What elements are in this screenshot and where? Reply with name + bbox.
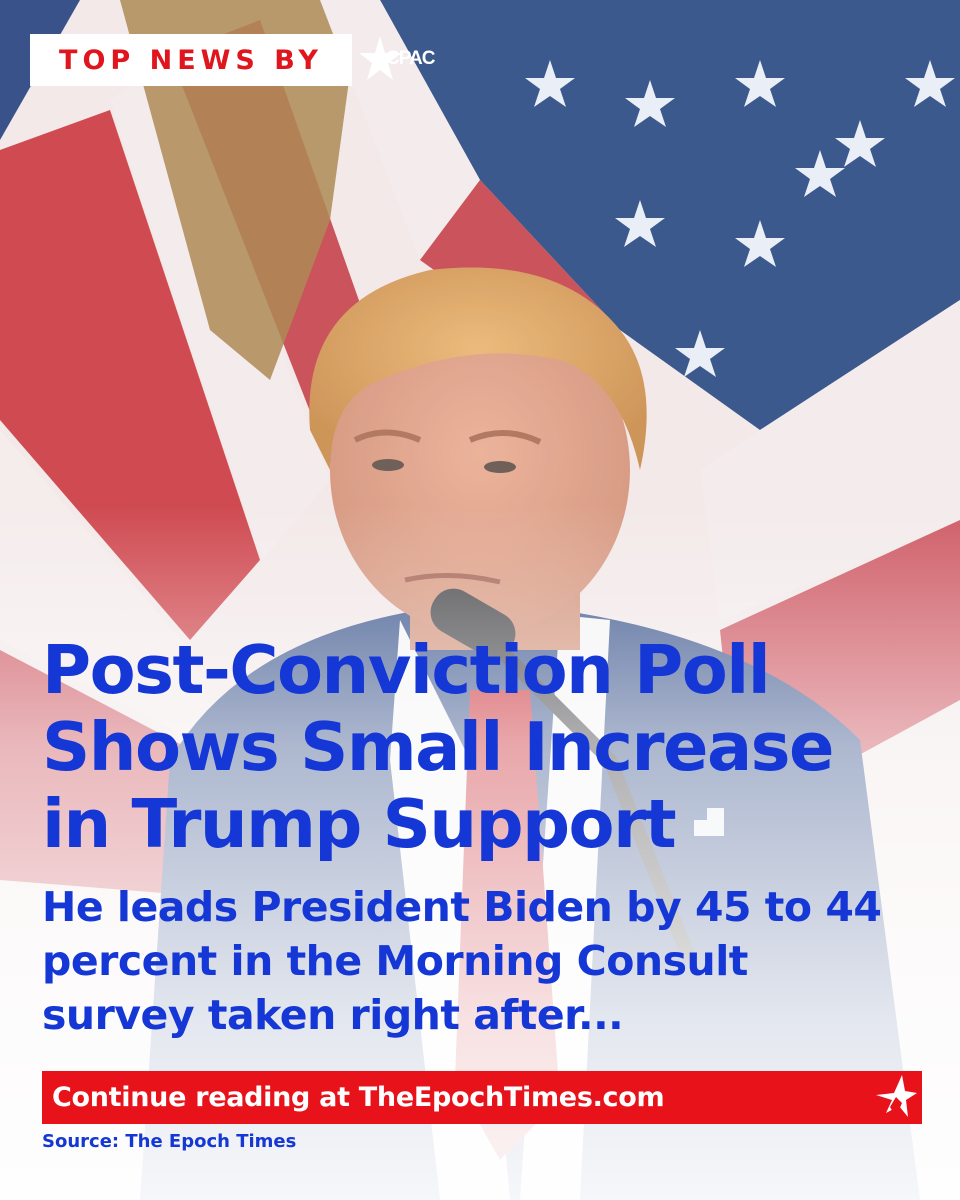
source-credit: Source: The Epoch Times bbox=[42, 1131, 297, 1152]
headline-line: in Trump Support bbox=[42, 785, 677, 863]
headline: Post-Conviction Poll Shows Small Increas… bbox=[42, 632, 922, 863]
continue-reading-link[interactable]: Continue reading at TheEpochTimes.com bbox=[42, 1071, 922, 1124]
cpac-star-logo-icon bbox=[360, 36, 402, 80]
brand-logo-text: CPAC bbox=[386, 48, 435, 69]
subheadline-line: survey taken right after... bbox=[42, 991, 624, 1039]
cta-label: Continue reading at TheEpochTimes.com bbox=[52, 1082, 665, 1113]
top-news-badge: TOP NEWS BY bbox=[30, 34, 352, 86]
badge-label: TOP NEWS BY bbox=[59, 44, 323, 76]
subheadline: He leads President Biden by 45 to 44 per… bbox=[42, 880, 932, 1042]
headline-line: Post-Conviction Poll bbox=[42, 631, 771, 709]
subheadline-line: percent in the Morning Consult bbox=[42, 937, 748, 985]
star-icon bbox=[876, 1075, 917, 1117]
headline-line: Shows Small Increase bbox=[42, 708, 834, 786]
subheadline-line: He leads President Biden by 45 to 44 bbox=[42, 883, 882, 931]
